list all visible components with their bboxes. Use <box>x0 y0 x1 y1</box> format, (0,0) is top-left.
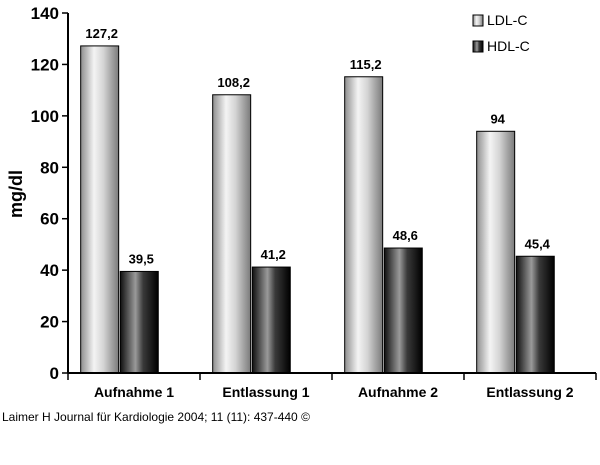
data-label-hdl-c-1: 41,2 <box>261 247 286 262</box>
data-label-hdl-c-2: 48,6 <box>393 228 418 243</box>
category-label-3: Entlassung 2 <box>486 384 573 400</box>
legend-label-hdl-c: HDL-C <box>487 38 530 54</box>
y-axis-ticks: 0 20 40 60 80 100 120 140 <box>31 4 68 383</box>
category-label-0: Aufnahme 1 <box>94 384 174 400</box>
bar-chart: mg/dl 0 20 40 60 80 100 120 140 127,2 108,2 115,2… <box>6 4 597 400</box>
y-axis-title: mg/dl <box>6 170 26 218</box>
data-label-ldl-c-0: 127,2 <box>85 26 118 41</box>
bars <box>80 45 555 374</box>
category-labels: Aufnahme 1 Entlassung 1 Aufnahme 2 Entlassu… <box>94 384 574 400</box>
legend-swatch-hdl-c <box>472 40 484 53</box>
category-label-1: Entlassung 1 <box>222 384 309 400</box>
data-label-ldl-c-2: 115,2 <box>350 57 382 72</box>
y-axis-label: mg/dl <box>6 170 26 218</box>
legend-swatch-ldl-c <box>472 14 484 27</box>
data-label-hdl-c-0: 39,5 <box>129 251 154 266</box>
legend: LDL-C HDL-C <box>472 12 530 54</box>
y-tick-label: 100 <box>31 107 59 126</box>
bar-hdl-c-0 <box>119 270 159 374</box>
source-credit: Laimer H Journal für Kardiologie 2004; 1… <box>2 410 310 424</box>
y-tick-label: 140 <box>31 4 59 23</box>
bar-ldl-c-3 <box>476 130 516 374</box>
y-tick-label: 20 <box>40 313 59 332</box>
y-tick-label: 40 <box>40 261 59 280</box>
bar-hdl-c-1 <box>251 266 291 374</box>
legend-label-ldl-c: LDL-C <box>487 12 527 28</box>
bar-hdl-c-3 <box>515 255 555 374</box>
axes <box>67 13 597 380</box>
data-labels: 127,2 108,2 115,2 94 39,5 41,2 48,6 45,4 <box>85 26 550 267</box>
data-label-ldl-c-3: 94 <box>490 111 505 126</box>
data-label-hdl-c-3: 45,4 <box>525 236 551 251</box>
bar-hdl-c-2 <box>383 247 423 374</box>
y-tick-label: 80 <box>40 158 59 177</box>
data-label-ldl-c-1: 108,2 <box>217 75 250 90</box>
bar-ldl-c-2 <box>344 76 384 374</box>
bar-ldl-c-1 <box>212 94 252 374</box>
y-tick-label: 0 <box>50 364 59 383</box>
category-label-2: Aufnahme 2 <box>358 384 438 400</box>
bar-ldl-c-0 <box>80 45 120 374</box>
y-tick-label: 120 <box>31 55 59 74</box>
y-tick-label: 60 <box>40 210 59 229</box>
